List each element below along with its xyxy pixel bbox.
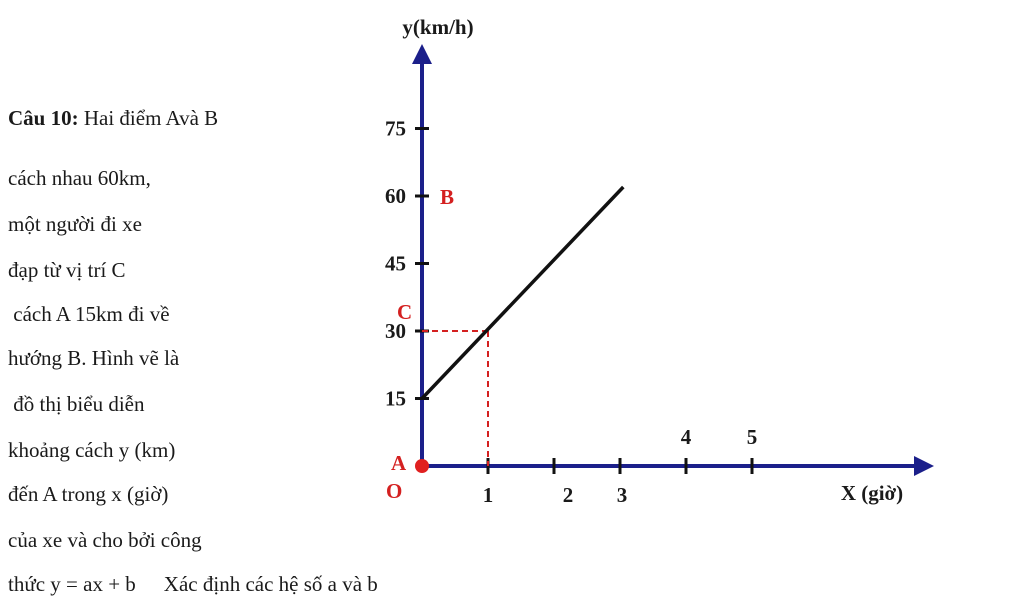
y-tick-label: 75 [385, 117, 406, 141]
x-axis-title: X (giờ) [841, 481, 903, 505]
y-tick-label: 60 [385, 184, 406, 208]
problem-title: Câu 10: [8, 106, 79, 130]
point-a-label: A [391, 451, 407, 475]
x-tick-label: 3 [617, 483, 628, 507]
problem-line: đạp từ vị trí C [8, 258, 126, 282]
problem-line: đồ thị biểu diễn [8, 392, 145, 416]
problem-line: của xe và cho bởi công [8, 528, 202, 552]
y-tick-label: 30 [385, 319, 406, 343]
point-a-marker [415, 459, 429, 473]
point-c-label: C [397, 300, 412, 324]
x-tick-label: 1 [483, 483, 494, 507]
x-tick-label: 2 [563, 483, 574, 507]
problem-line: thức y = ax + b Xác định các hệ số a và b [8, 572, 378, 596]
series-line [420, 185, 625, 400]
y-axis-title: y(km/h) [402, 15, 473, 39]
series-layer [415, 185, 625, 473]
problem-line: khoảng cách y (km) [8, 438, 176, 462]
axes [412, 44, 934, 476]
problem-line: Câu 10: Hai điểm Avà B [8, 106, 219, 130]
origin-label: O [386, 479, 402, 503]
x-tick-label: 5 [747, 425, 758, 449]
guide-lines [422, 330, 489, 466]
problem-line: cách A 15km đi về [8, 302, 170, 326]
problem-line: một người đi xe [8, 212, 142, 236]
problem-line: cách nhau 60km, [8, 166, 151, 190]
problem-line: đến A trong x (giờ) [8, 482, 169, 506]
point-b-label: B [440, 185, 454, 209]
y-tick-label: 45 [385, 252, 406, 276]
x-tick-label: 4 [681, 425, 692, 449]
problem-line: hướng B. Hình vẽ là [8, 346, 180, 370]
y-tick-label: 15 [385, 387, 406, 411]
